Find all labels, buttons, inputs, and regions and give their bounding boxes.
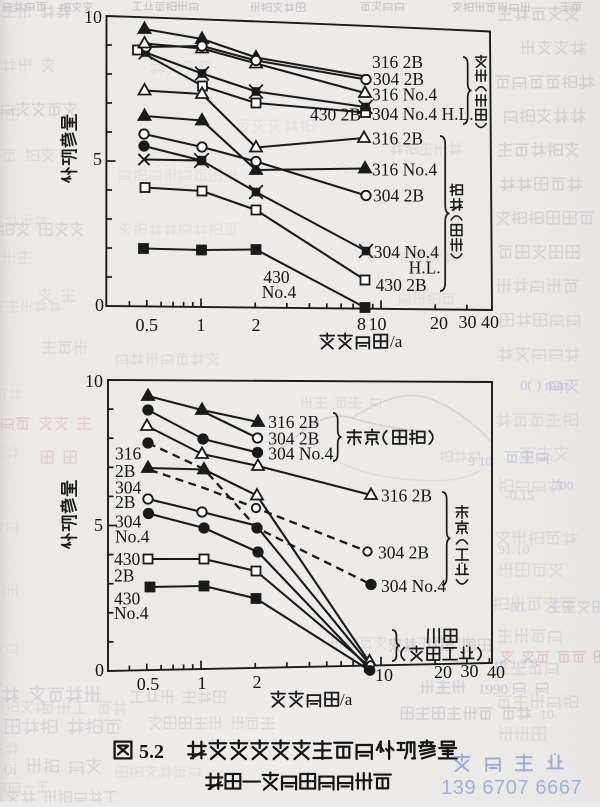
svg-text:304 No.4: 304 No.4 (268, 444, 333, 464)
svg-text:2: 2 (253, 672, 262, 692)
svg-text:0: 0 (95, 660, 104, 680)
svg-text:2: 2 (252, 315, 261, 335)
svg-text:No.4: No.4 (114, 603, 149, 623)
svg-text:91.10: 91.10 (498, 543, 530, 558)
svg-text:10: 10 (369, 314, 387, 334)
svg-text:-0.15: -0.15 (505, 489, 534, 504)
svg-text:430 2B: 430 2B (310, 105, 361, 125)
svg-text:0: 0 (95, 295, 104, 315)
svg-text:10: 10 (85, 371, 103, 391)
svg-text:0.5: 0.5 (137, 674, 160, 694)
svg-text:10: 10 (84, 7, 102, 27)
svg-text:304 No.4 H.L.: 304 No.4 H.L. (372, 104, 474, 124)
svg-text:20: 20 (430, 313, 448, 333)
svg-text:5: 5 (93, 149, 102, 169)
svg-text:304 2B: 304 2B (373, 186, 424, 206)
svg-text:1990: 1990 (478, 682, 508, 698)
svg-text:10: 10 (540, 708, 554, 723)
svg-text:304 No.4: 304 No.4 (381, 576, 446, 596)
svg-text:1: 1 (197, 315, 206, 335)
svg-text:/a: /a (340, 690, 353, 709)
svg-text:/a: /a (390, 332, 403, 351)
svg-text:5.2: 5.2 (139, 741, 164, 763)
svg-text:10: 10 (375, 665, 393, 685)
svg-text:316 No.4: 316 No.4 (372, 160, 437, 180)
svg-text:5: 5 (94, 515, 103, 535)
svg-text:316 2B: 316 2B (381, 486, 432, 506)
svg-text:8: 8 (357, 314, 366, 334)
svg-text:No.4: No.4 (262, 282, 297, 302)
svg-text:304 2B: 304 2B (378, 543, 429, 563)
svg-text:0.5: 0.5 (136, 315, 159, 335)
svg-text:2B: 2B (115, 492, 135, 512)
svg-text:1: 1 (198, 673, 207, 693)
svg-text:316 2B: 316 2B (372, 129, 423, 149)
svg-text:139 6707 6667: 139 6707 6667 (441, 777, 582, 799)
svg-text:40: 40 (481, 312, 499, 332)
svg-text:430 2B: 430 2B (376, 275, 427, 295)
svg-text:30: 30 (459, 312, 477, 332)
svg-text:0i: 0i (4, 760, 18, 779)
svg-text:30: 30 (461, 661, 479, 681)
svg-text:20: 20 (434, 662, 452, 682)
svg-text:No.4: No.4 (115, 527, 150, 547)
svg-text:2B: 2B (114, 566, 134, 586)
svg-text:316 No.4: 316 No.4 (372, 85, 437, 105)
svg-text:-700: -700 (548, 479, 574, 494)
svg-text:40: 40 (487, 662, 505, 682)
svg-text:-00.: -00. (505, 601, 527, 616)
